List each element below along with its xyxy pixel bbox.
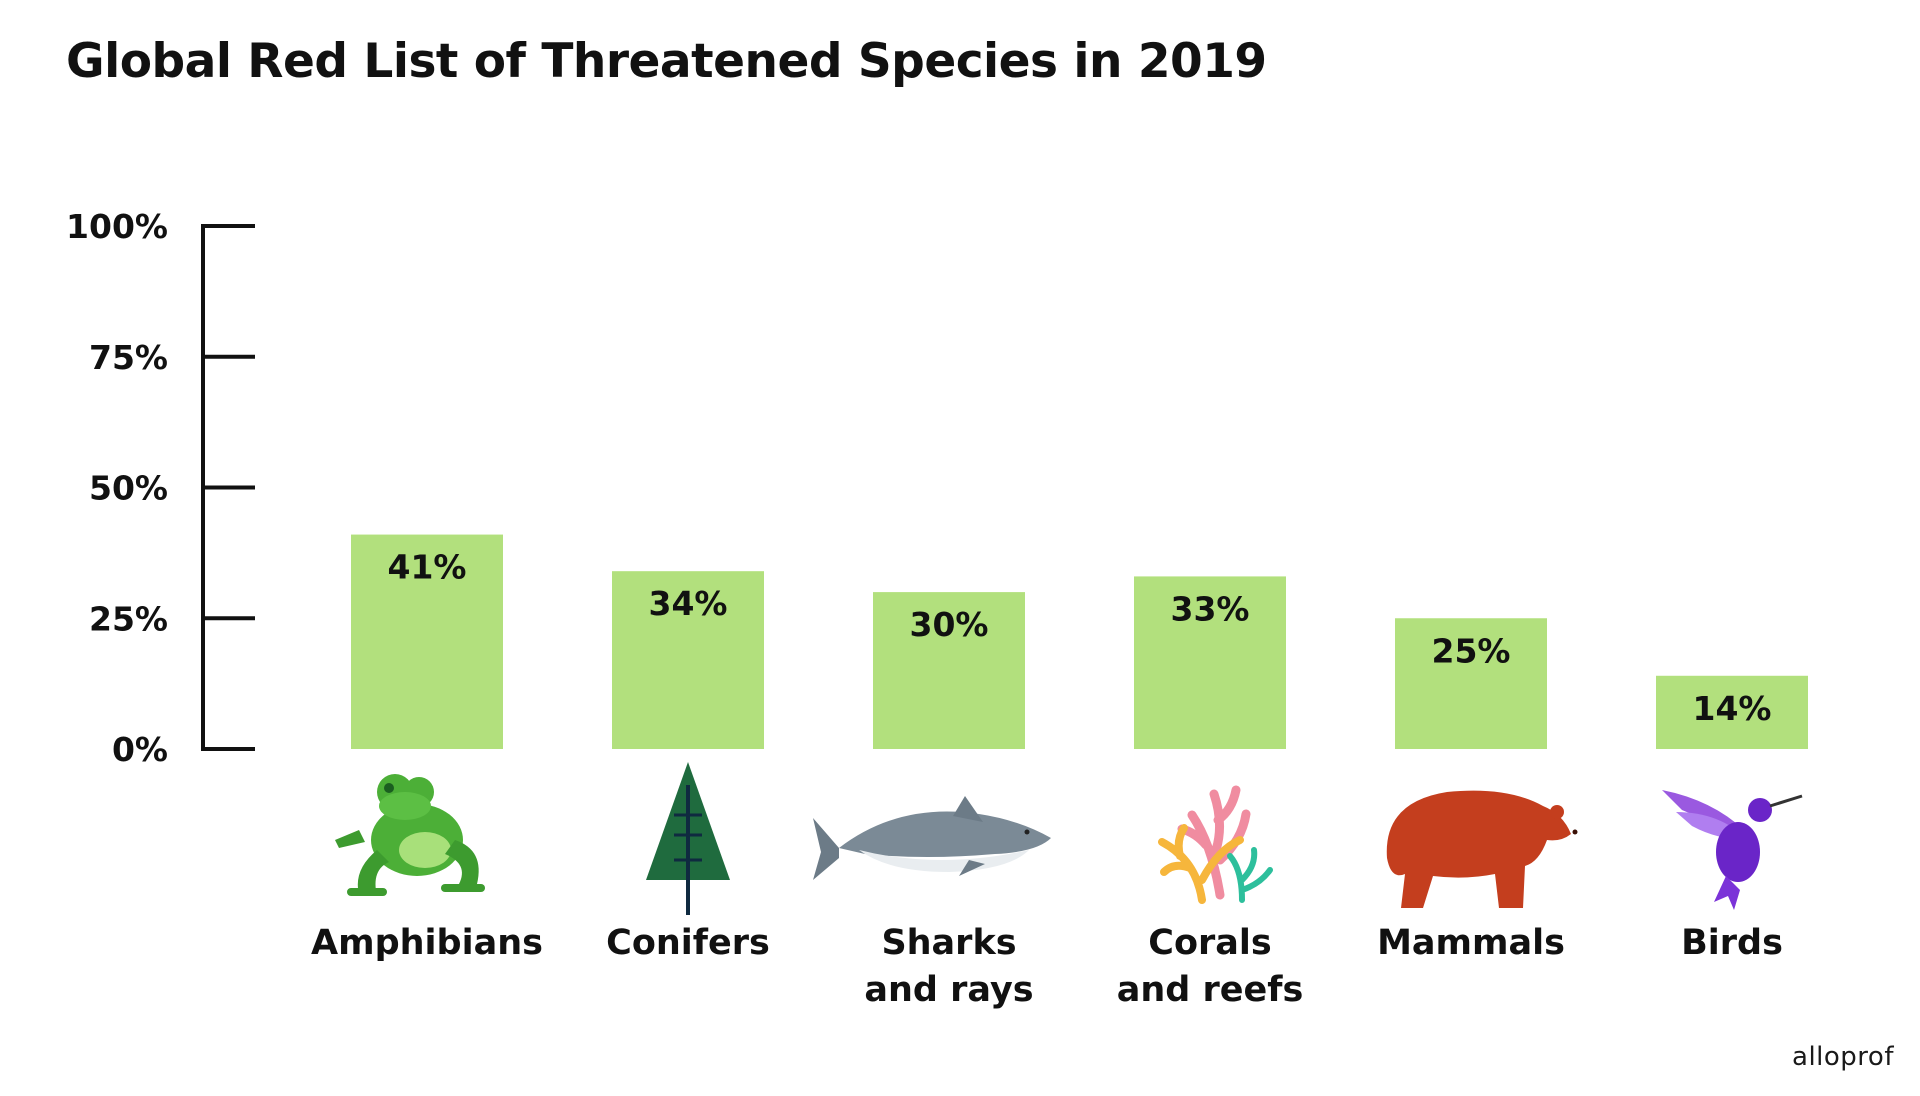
hummingbird-icon [1662,790,1803,910]
y-tick-label: 50% [89,469,168,508]
category-label-line: Amphibians [311,923,543,963]
data-label: 25% [1432,631,1511,670]
data-label: 14% [1693,689,1772,728]
brand-logo-text: alloprof [1792,1042,1894,1072]
chart-title: Global Red List of Threatened Species in… [66,34,1267,89]
bar [612,571,764,749]
data-label: 30% [910,605,989,644]
y-tick-label: 0% [112,730,168,769]
category-label: Conifers [606,923,770,963]
bar [1395,618,1547,749]
bear-icon [1386,790,1578,908]
bar [1656,675,1808,749]
category-label: Amphibians [311,923,543,963]
y-tick-label: 75% [89,338,168,377]
category-label-line: and reefs [1117,970,1304,1010]
y-tick-label: 25% [89,599,168,638]
category-label-line: Sharks [881,923,1016,963]
category-label-line: and rays [864,970,1033,1010]
data-label: 34% [649,584,728,623]
category-label: Corals and reefs [1117,923,1304,1010]
category-label: Sharks and rays [864,923,1033,1010]
conifer-tree-icon [646,762,730,915]
frog-icon [335,774,485,896]
shark-icon [813,796,1051,880]
category-label: Birds [1681,923,1783,963]
category-label-line: Mammals [1377,923,1565,963]
data-label: 41% [388,548,467,587]
category-label-line: Birds [1681,923,1783,963]
bar [1134,576,1286,749]
coral-icon [1158,785,1273,904]
y-tick-label: 100% [66,207,168,246]
bar [873,592,1025,749]
bar [351,534,503,749]
category-label: Mammals [1377,923,1565,963]
category-label-line: Corals [1148,923,1271,963]
category-label-line: Conifers [606,923,770,963]
data-label: 33% [1171,589,1250,628]
